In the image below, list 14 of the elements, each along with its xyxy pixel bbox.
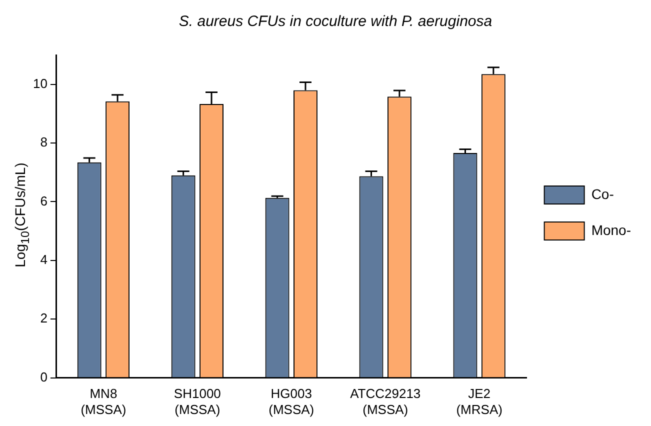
chart-title: S. aureus CFUs in coculture with P. aeruginosa xyxy=(178,13,492,30)
y-tick-label: 10 xyxy=(32,76,48,91)
y-tick-label: 6 xyxy=(40,193,48,208)
y-tick-label: 2 xyxy=(40,310,48,326)
y-tick-label: 8 xyxy=(40,134,48,150)
y-tick-label: 0 xyxy=(40,369,48,384)
x-tick-label: SH1000 (MSSA) xyxy=(174,386,221,417)
x-tick-label: MN8 (MSSA) xyxy=(80,386,126,417)
x-tick-label: JE2 (MRSA) xyxy=(456,386,502,417)
legend-label: Co- xyxy=(591,186,614,202)
y-tick-label: 4 xyxy=(40,252,48,267)
x-tick-label: ATCC29213 (MSSA) xyxy=(350,386,421,417)
legend-label: Mono- xyxy=(591,222,632,238)
x-tick-label: HG003 (MSSA) xyxy=(268,386,314,417)
